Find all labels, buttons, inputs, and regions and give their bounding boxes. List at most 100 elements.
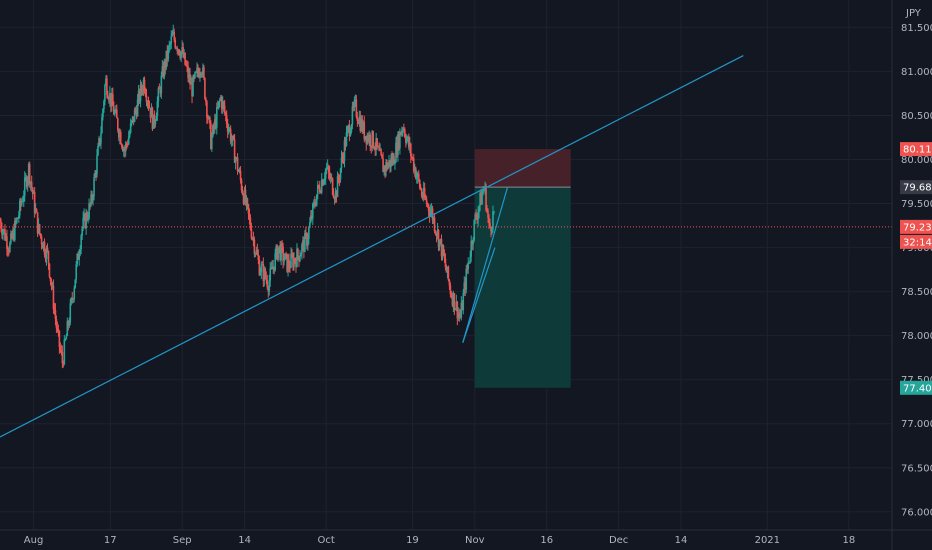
y-tick-label: 79.500 bbox=[901, 199, 932, 210]
candle-body bbox=[111, 93, 113, 107]
candle-body bbox=[379, 149, 381, 151]
position-zones bbox=[474, 149, 571, 388]
candle-body bbox=[292, 256, 294, 268]
candle-body bbox=[412, 158, 415, 172]
candle-body bbox=[302, 240, 304, 245]
wedge-upper-line bbox=[462, 187, 508, 343]
entry-price-tag-bg bbox=[900, 180, 932, 195]
candle-body bbox=[457, 312, 460, 319]
candle-body bbox=[408, 136, 410, 148]
target-price-tag-bg bbox=[900, 380, 932, 395]
candle-body bbox=[233, 139, 236, 163]
candle-body bbox=[418, 179, 421, 188]
candle-body bbox=[419, 187, 422, 190]
candle-body bbox=[455, 301, 458, 309]
candle-body bbox=[84, 214, 86, 229]
candle-body bbox=[189, 74, 191, 85]
candle-body bbox=[146, 101, 149, 103]
candle-body bbox=[183, 52, 185, 58]
candle-body bbox=[61, 351, 64, 364]
candle-body bbox=[329, 176, 332, 179]
candle-body bbox=[250, 228, 253, 239]
candle-body bbox=[402, 128, 404, 131]
candle-body bbox=[333, 197, 336, 200]
candle-body bbox=[95, 172, 97, 175]
candle-body bbox=[273, 266, 276, 271]
candle-body bbox=[341, 157, 344, 159]
candle-body bbox=[297, 248, 299, 256]
candle-body bbox=[468, 261, 471, 263]
candle-body bbox=[85, 212, 87, 229]
candle-body bbox=[31, 187, 34, 194]
candle-body bbox=[303, 240, 305, 252]
candle-body bbox=[320, 179, 323, 193]
take-profit-zone bbox=[474, 187, 571, 388]
candle-body bbox=[441, 245, 444, 257]
candle-body bbox=[55, 318, 58, 328]
candle-body bbox=[343, 140, 346, 162]
candle-body bbox=[222, 101, 225, 106]
candle-body bbox=[423, 188, 426, 198]
candle-body bbox=[135, 110, 138, 117]
time-axis[interactable]: Aug 17 Sep 14 Oct 19 Nov 16 Dec 14 2021 18 bbox=[0, 529, 932, 546]
candle-body bbox=[339, 168, 342, 180]
candle-body bbox=[459, 315, 462, 318]
candle-body bbox=[427, 204, 430, 212]
candle-body bbox=[469, 256, 471, 262]
candle-body bbox=[428, 211, 431, 217]
candle-body bbox=[123, 148, 126, 152]
candle-body bbox=[77, 253, 80, 260]
x-tick-label: 14 bbox=[238, 535, 251, 546]
candle-body bbox=[390, 157, 392, 168]
candle-body bbox=[324, 169, 327, 179]
y-tick-label: 80.500 bbox=[901, 111, 932, 122]
stop-price-tag: 80.118 bbox=[903, 145, 932, 156]
candle-body bbox=[211, 136, 213, 149]
candle-body bbox=[316, 184, 319, 195]
candle-body bbox=[113, 105, 115, 115]
candle-body bbox=[301, 244, 303, 254]
candle-body bbox=[246, 198, 249, 205]
candle-body bbox=[162, 66, 165, 77]
candle-body bbox=[124, 143, 127, 152]
candle-body bbox=[493, 211, 495, 213]
candle-body bbox=[172, 31, 175, 35]
candle-body bbox=[245, 198, 248, 204]
candle-body bbox=[27, 164, 30, 179]
candle-body bbox=[94, 172, 96, 178]
candle-body bbox=[276, 245, 278, 260]
candle-body bbox=[241, 190, 244, 195]
candle-body bbox=[236, 157, 239, 172]
candle-body bbox=[350, 124, 353, 133]
candle-body bbox=[310, 215, 312, 223]
candle-body bbox=[225, 115, 228, 125]
candle-body bbox=[440, 238, 443, 257]
candle-body bbox=[240, 179, 243, 191]
bar-countdown-tag: 32:14 bbox=[903, 237, 932, 248]
candle-body bbox=[174, 39, 177, 48]
stop-price-tag-bg bbox=[900, 142, 932, 157]
candle-body bbox=[14, 220, 16, 241]
candle-body bbox=[70, 298, 73, 304]
candle-body bbox=[472, 240, 474, 245]
candle-body bbox=[8, 250, 10, 252]
candle-body bbox=[270, 267, 273, 269]
trendline bbox=[0, 55, 744, 438]
x-tick-label: Sep bbox=[173, 535, 192, 546]
candle-body bbox=[284, 253, 286, 260]
candle-body bbox=[315, 194, 318, 206]
candle-body bbox=[357, 121, 360, 124]
candle-body bbox=[344, 140, 347, 147]
candle-body bbox=[308, 227, 310, 240]
candle-body bbox=[99, 138, 101, 144]
candle-body bbox=[25, 177, 28, 187]
candle-body bbox=[449, 285, 452, 295]
candle-body bbox=[191, 82, 193, 97]
candle-body bbox=[231, 135, 234, 141]
candle-body bbox=[32, 192, 35, 194]
candle-body bbox=[98, 138, 100, 146]
candle-body bbox=[312, 202, 315, 204]
price-axis[interactable]: JPY 81.50081.00080.50080.00079.50079.000… bbox=[891, 0, 932, 550]
candle-body bbox=[487, 210, 489, 218]
